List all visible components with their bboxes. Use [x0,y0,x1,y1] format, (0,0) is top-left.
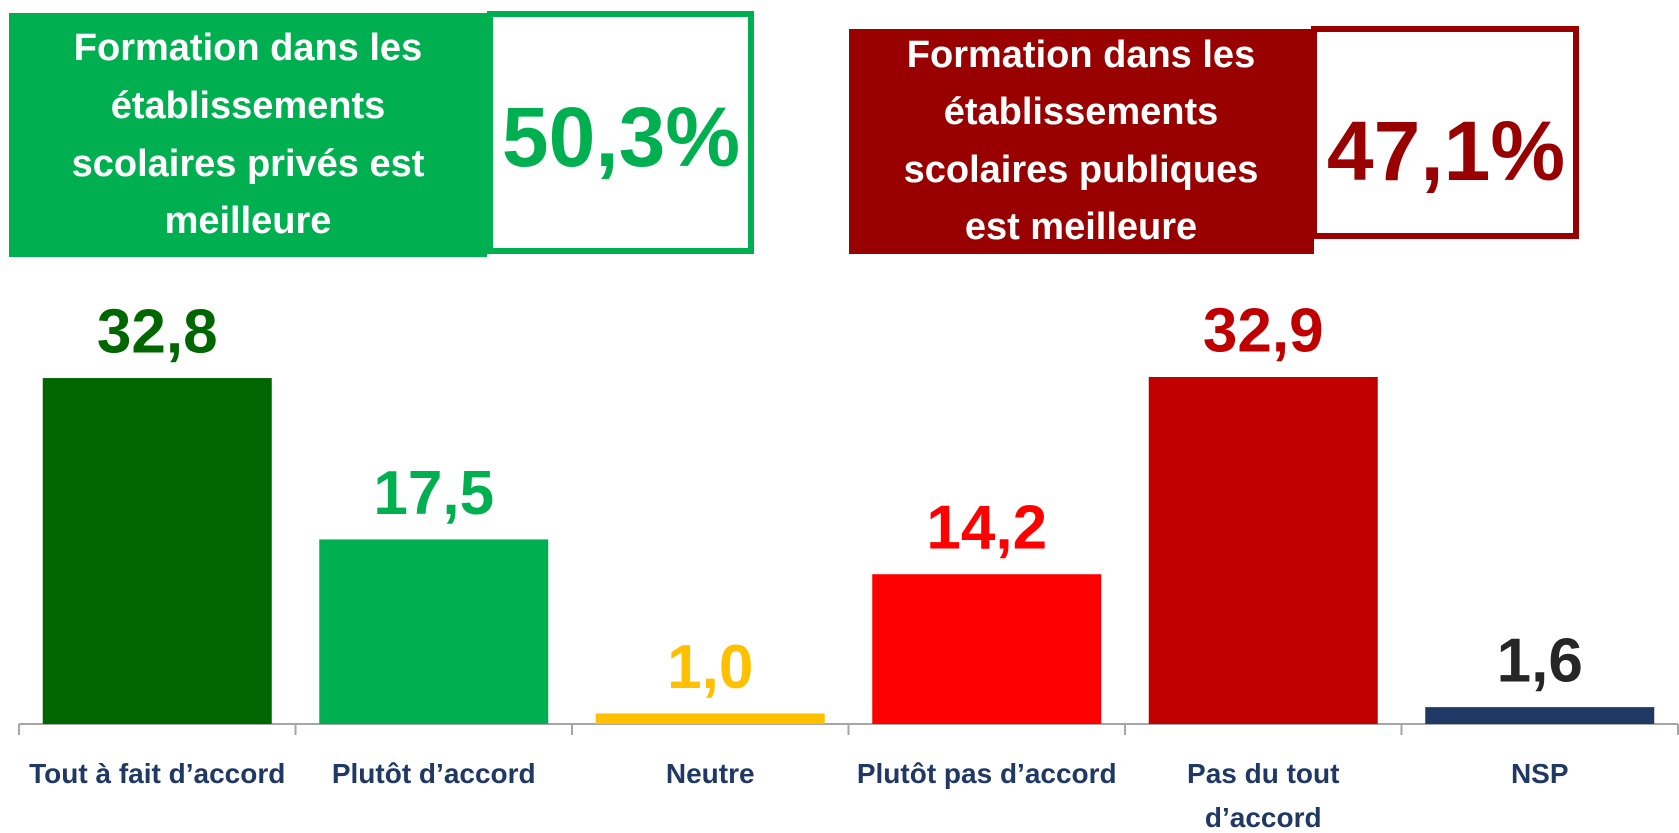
annotation-box [849,29,1314,254]
annotation-text: meilleure [165,200,332,242]
value-label: 32,9 [1203,296,1324,365]
x-tick-label: Neutre [665,758,755,789]
annotation-text: scolaires privés est [72,143,425,185]
value-label: 32,8 [97,297,218,366]
bar [42,378,272,724]
value-label: 17,5 [373,459,494,528]
bar [1148,377,1378,724]
annotation-text: scolaires publiques [904,149,1259,191]
bar [319,539,549,724]
annotation-value: 47,1% [1327,104,1565,198]
annotation-text: établissements [111,85,386,127]
bar [595,713,825,724]
annotation-text: est meilleure [965,206,1197,248]
bar [872,574,1102,724]
annotation-text: établissements [944,91,1219,133]
value-label: 1,6 [1497,626,1583,695]
x-tick-label: Pas du tout d’accord [1187,758,1340,833]
annotation-text: Formation dans les [907,34,1255,76]
annotation-value-box [1311,26,1579,239]
annotation-value-box [487,11,754,254]
x-tick-label: NSP [1510,758,1569,789]
x-tick-label: Tout à fait d’accord [29,758,286,789]
annotation-text: Formation dans les [74,27,422,69]
annotation-value: 50,3% [502,90,740,184]
value-label: 14,2 [926,494,1047,563]
x-tick-label: Plutôt pas d’accord [856,758,1117,789]
value-label: 1,0 [667,633,753,702]
bar [1425,707,1655,724]
x-tick-label: Plutôt d’accord [331,758,536,789]
annotation-box [9,13,487,257]
